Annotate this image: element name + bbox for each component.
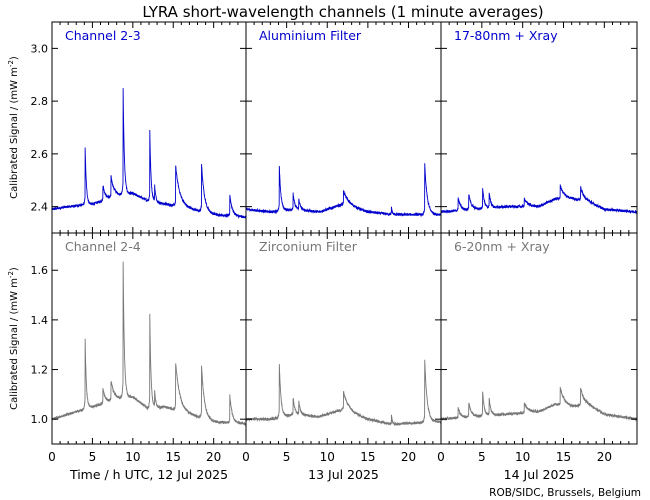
- credit-text: ROB/SIDC, Brussels, Belgium: [489, 487, 641, 499]
- x-tick-label: 5: [89, 450, 97, 464]
- x-tick-label: 15: [360, 450, 375, 464]
- x-tick-label: 0: [242, 450, 250, 464]
- panel-frame: [51, 21, 247, 234]
- series-line: [441, 386, 637, 422]
- series-line: [246, 359, 441, 427]
- x-tick-label: 20: [597, 450, 612, 464]
- y-axis-title-main: Calibrated Signal / (mW m: [9, 67, 20, 199]
- panel-label: 6-20nm + Xray: [454, 239, 550, 254]
- y-tick-label: 1.2: [31, 364, 49, 377]
- x-axis-day-label: 13 Jul 2025: [308, 467, 379, 482]
- y-tick-label: 2.8: [31, 95, 49, 108]
- panel-label: 17-80nm + Xray: [454, 28, 558, 43]
- x-tick-label: 0: [437, 450, 445, 464]
- series-layer: [52, 88, 637, 427]
- x-tick-label: 20: [401, 450, 416, 464]
- series-line: [52, 88, 246, 219]
- y-tick-label: 3.0: [31, 42, 49, 55]
- series-line: [246, 163, 441, 218]
- x-tick-label: 15: [556, 450, 571, 464]
- y-tick-label: 1.6: [31, 264, 49, 277]
- chart-title: LYRA short-wavelength channels (1 minute…: [142, 3, 543, 21]
- series-1-1: [246, 359, 441, 427]
- y-axis-title-sup: -2: [7, 271, 15, 278]
- x-tick-label: 20: [206, 450, 221, 464]
- series-0-2: [441, 184, 637, 215]
- y-axis-title-close: ): [9, 56, 20, 60]
- frame-layer: [51, 21, 638, 445]
- panel-label: Channel 2-3: [65, 28, 141, 43]
- y-axis-title: Calibrated Signal / (mW m-2): [7, 267, 20, 410]
- y-tick-label: 1.0: [31, 413, 49, 426]
- x-tick-label: 10: [125, 450, 140, 464]
- x-axis-day-label: Time / h UTC, 12 Jul 2025: [69, 467, 228, 482]
- series-1-2: [441, 386, 637, 422]
- x-axis-title-prefix: Time / h UTC,: [69, 467, 157, 482]
- panel-label: Channel 2-4: [65, 239, 141, 254]
- x-tick-label: 0: [48, 450, 56, 464]
- y-axis-title-close: ): [9, 267, 20, 271]
- x-tick-label: 5: [283, 450, 291, 464]
- x-tick-label: 15: [166, 450, 181, 464]
- series-line: [52, 261, 246, 427]
- y-tick-label: 2.4: [31, 201, 49, 214]
- x-tick-label: 5: [478, 450, 486, 464]
- series-1-0: [52, 261, 246, 427]
- series-0-0: [52, 88, 246, 219]
- x-axis-date: 12 Jul 2025: [157, 467, 228, 482]
- y-axis-title-main: Calibrated Signal / (mW m: [9, 278, 20, 410]
- x-tick-label: 10: [320, 450, 335, 464]
- panel-frame: [245, 232, 442, 445]
- panel-frame: [51, 232, 247, 445]
- series-line: [441, 184, 637, 215]
- y-tick-label: 2.6: [31, 148, 49, 161]
- x-tick-label: 10: [515, 450, 530, 464]
- panel-label: Zirconium Filter: [259, 239, 358, 254]
- y-axis-title: Calibrated Signal / (mW m-2): [7, 56, 20, 199]
- panel-label: Aluminium Filter: [259, 28, 362, 43]
- x-axis-day-label: 14 Jul 2025: [504, 467, 575, 482]
- panel-frame: [440, 232, 638, 445]
- series-0-1: [246, 163, 441, 218]
- y-axis-title-sup: -2: [7, 60, 15, 67]
- y-tick-label: 1.4: [31, 314, 49, 327]
